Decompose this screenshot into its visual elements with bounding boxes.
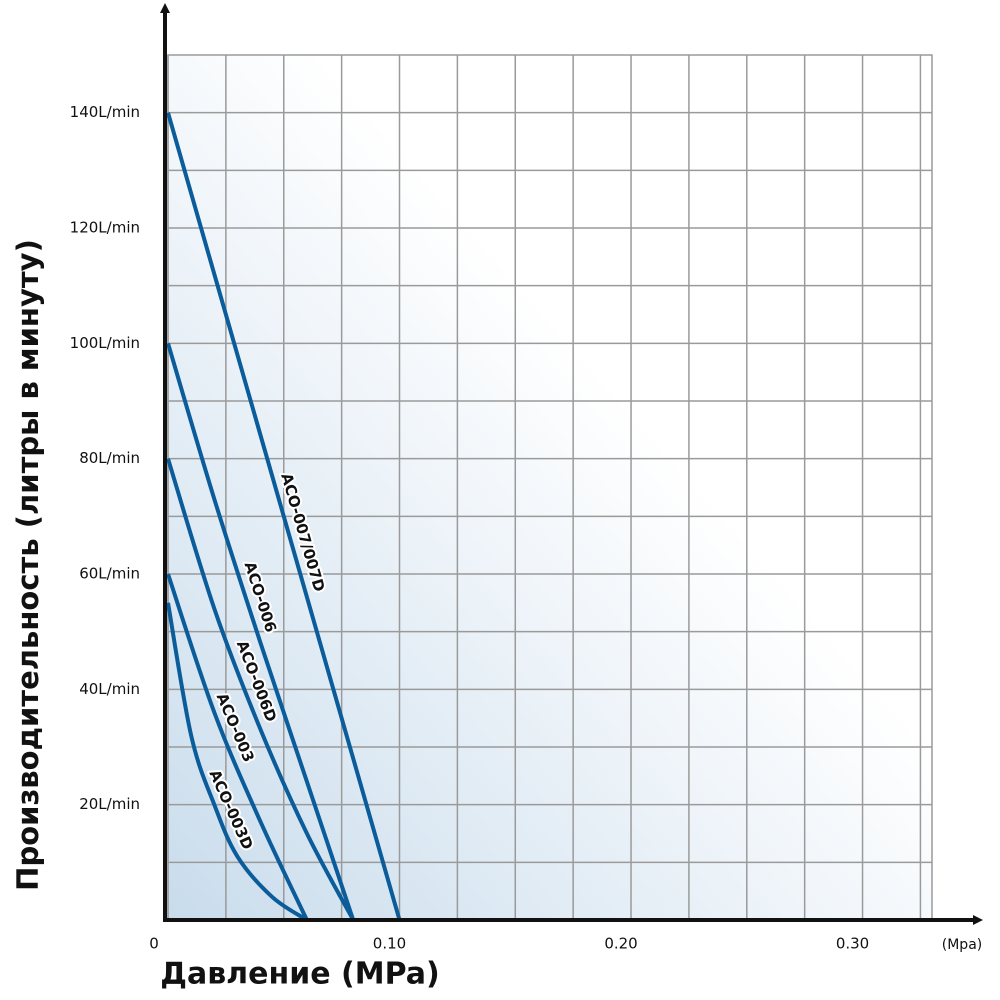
y-tick-label: 120L/min: [70, 219, 140, 237]
x-tick-label: 0.20: [604, 935, 637, 953]
x-unit: (Mpa): [942, 937, 982, 953]
series-line: [166, 602, 309, 922]
y-tick-label: 140L/min: [70, 103, 140, 121]
series-line: [166, 342, 356, 921]
y-tick-label: 40L/min: [79, 680, 140, 698]
x-axis-label: Давление (MPa): [160, 957, 440, 992]
series-line: [166, 458, 355, 921]
series-line: [166, 573, 309, 921]
x-tick-label: 0: [149, 935, 159, 953]
y-tick-label: 100L/min: [70, 334, 140, 352]
y-tick-label: 60L/min: [79, 565, 140, 583]
y-axis-label: Производительность (литры в минуту): [11, 239, 45, 891]
y-tick-label: 20L/min: [79, 795, 140, 813]
y-tick-label: 80L/min: [79, 449, 140, 467]
x-tick-label: 0.30: [836, 935, 869, 953]
x-tick-label: 0.10: [373, 935, 406, 953]
series-line: [166, 112, 402, 921]
